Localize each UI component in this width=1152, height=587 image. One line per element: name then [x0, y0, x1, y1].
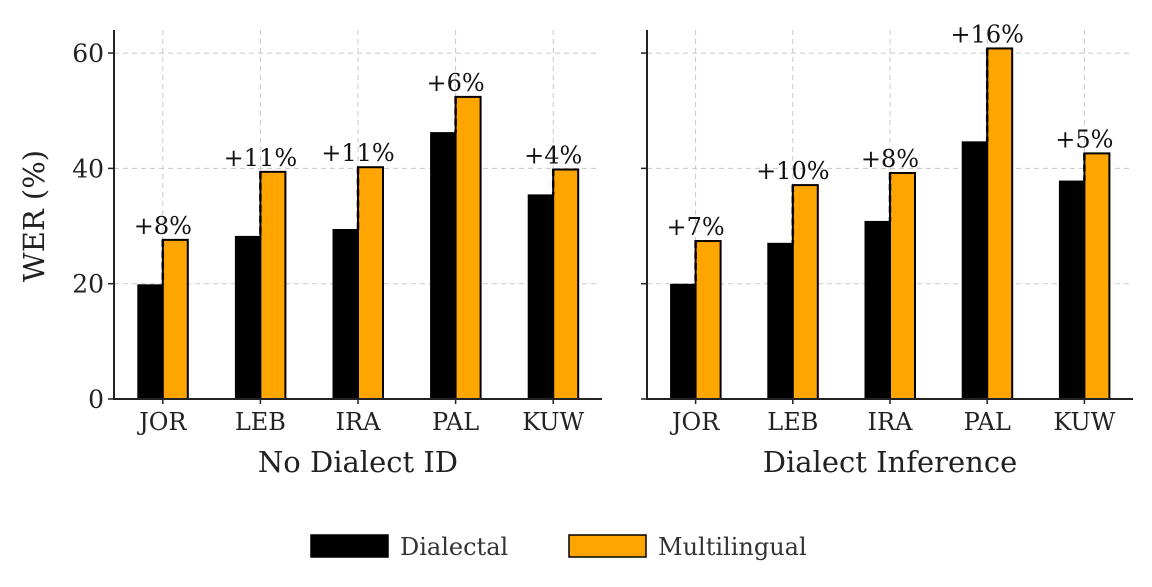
x-tick-label: IRA: [868, 408, 914, 436]
bar-annotation: +7%: [667, 213, 725, 241]
legend-swatch-dialectal: [310, 534, 389, 558]
bar-annotation: +8%: [134, 212, 192, 240]
bar-dialectal: [864, 220, 891, 400]
bar-annotation: +10%: [756, 157, 829, 185]
bar-multilingual: [986, 47, 1014, 400]
bar-annotation: +16%: [950, 20, 1023, 48]
x-axis-title: No Dialect ID: [258, 445, 458, 479]
panel-dialect-inference: +7% JOR +10% LEB +8% IRA +16% PAL +5% KUW Dialect …: [641, 20, 1133, 479]
y-tick-label: 40: [72, 154, 104, 183]
bar-dialectal: [670, 283, 697, 400]
bar-multilingual: [1083, 152, 1111, 400]
legend-label-multilingual: Multilingual: [658, 533, 807, 561]
legend-label-dialectal: Dialectal: [400, 533, 508, 561]
bar-multilingual: [889, 171, 916, 400]
x-tick-label: JOR: [136, 408, 187, 436]
y-tick-label: 0: [88, 385, 104, 414]
x-tick-label: PAL: [964, 408, 1011, 436]
bar-dialectal: [961, 141, 988, 400]
bar-dialectal: [767, 242, 794, 400]
bar-dialectal: [430, 132, 457, 400]
bar-dialectal: [137, 284, 164, 400]
x-tick-label: KUW: [1053, 408, 1115, 436]
bar-annotation: +11%: [321, 139, 394, 167]
bar-annotation: +5%: [1055, 125, 1113, 153]
bar-dialectal: [332, 228, 359, 400]
x-tick-label: LEB: [235, 408, 286, 436]
bar-annotation: +6%: [427, 69, 485, 97]
x-tick-label: IRA: [336, 408, 382, 436]
x-tick-label: JOR: [669, 408, 720, 436]
x-tick-label: PAL: [432, 408, 479, 436]
x-axis-title: Dialect Inference: [763, 445, 1018, 479]
bar-multilingual: [454, 95, 482, 400]
y-axis-title: WER (%): [17, 150, 51, 282]
bar-multilingual: [694, 240, 722, 400]
y-tick-label: 20: [72, 270, 104, 299]
panel-no-dialect-id: +8% JOR +11% LEB +11% IRA +6% PAL +4% KUW 0 20 40 60 N…: [72, 30, 602, 479]
x-tick-label: KUW: [522, 408, 584, 436]
bar-annotation: +8%: [861, 145, 919, 173]
legend-swatch-multilingual: [568, 534, 647, 558]
bar-multilingual: [259, 170, 287, 400]
bar-multilingual: [552, 168, 580, 400]
bar-multilingual: [357, 166, 384, 400]
x-tick-label: LEB: [767, 408, 818, 436]
bar-dialectal: [234, 235, 261, 400]
bar-multilingual: [791, 184, 819, 400]
bar-dialectal: [527, 194, 554, 400]
bar-dialectal: [1058, 180, 1085, 400]
legend: Dialectal Multilingual: [310, 533, 807, 561]
y-tick-label: 60: [72, 39, 104, 68]
bar-annotation: +4%: [524, 142, 582, 170]
bar-multilingual: [161, 238, 189, 400]
bar-annotation: +11%: [224, 144, 297, 172]
